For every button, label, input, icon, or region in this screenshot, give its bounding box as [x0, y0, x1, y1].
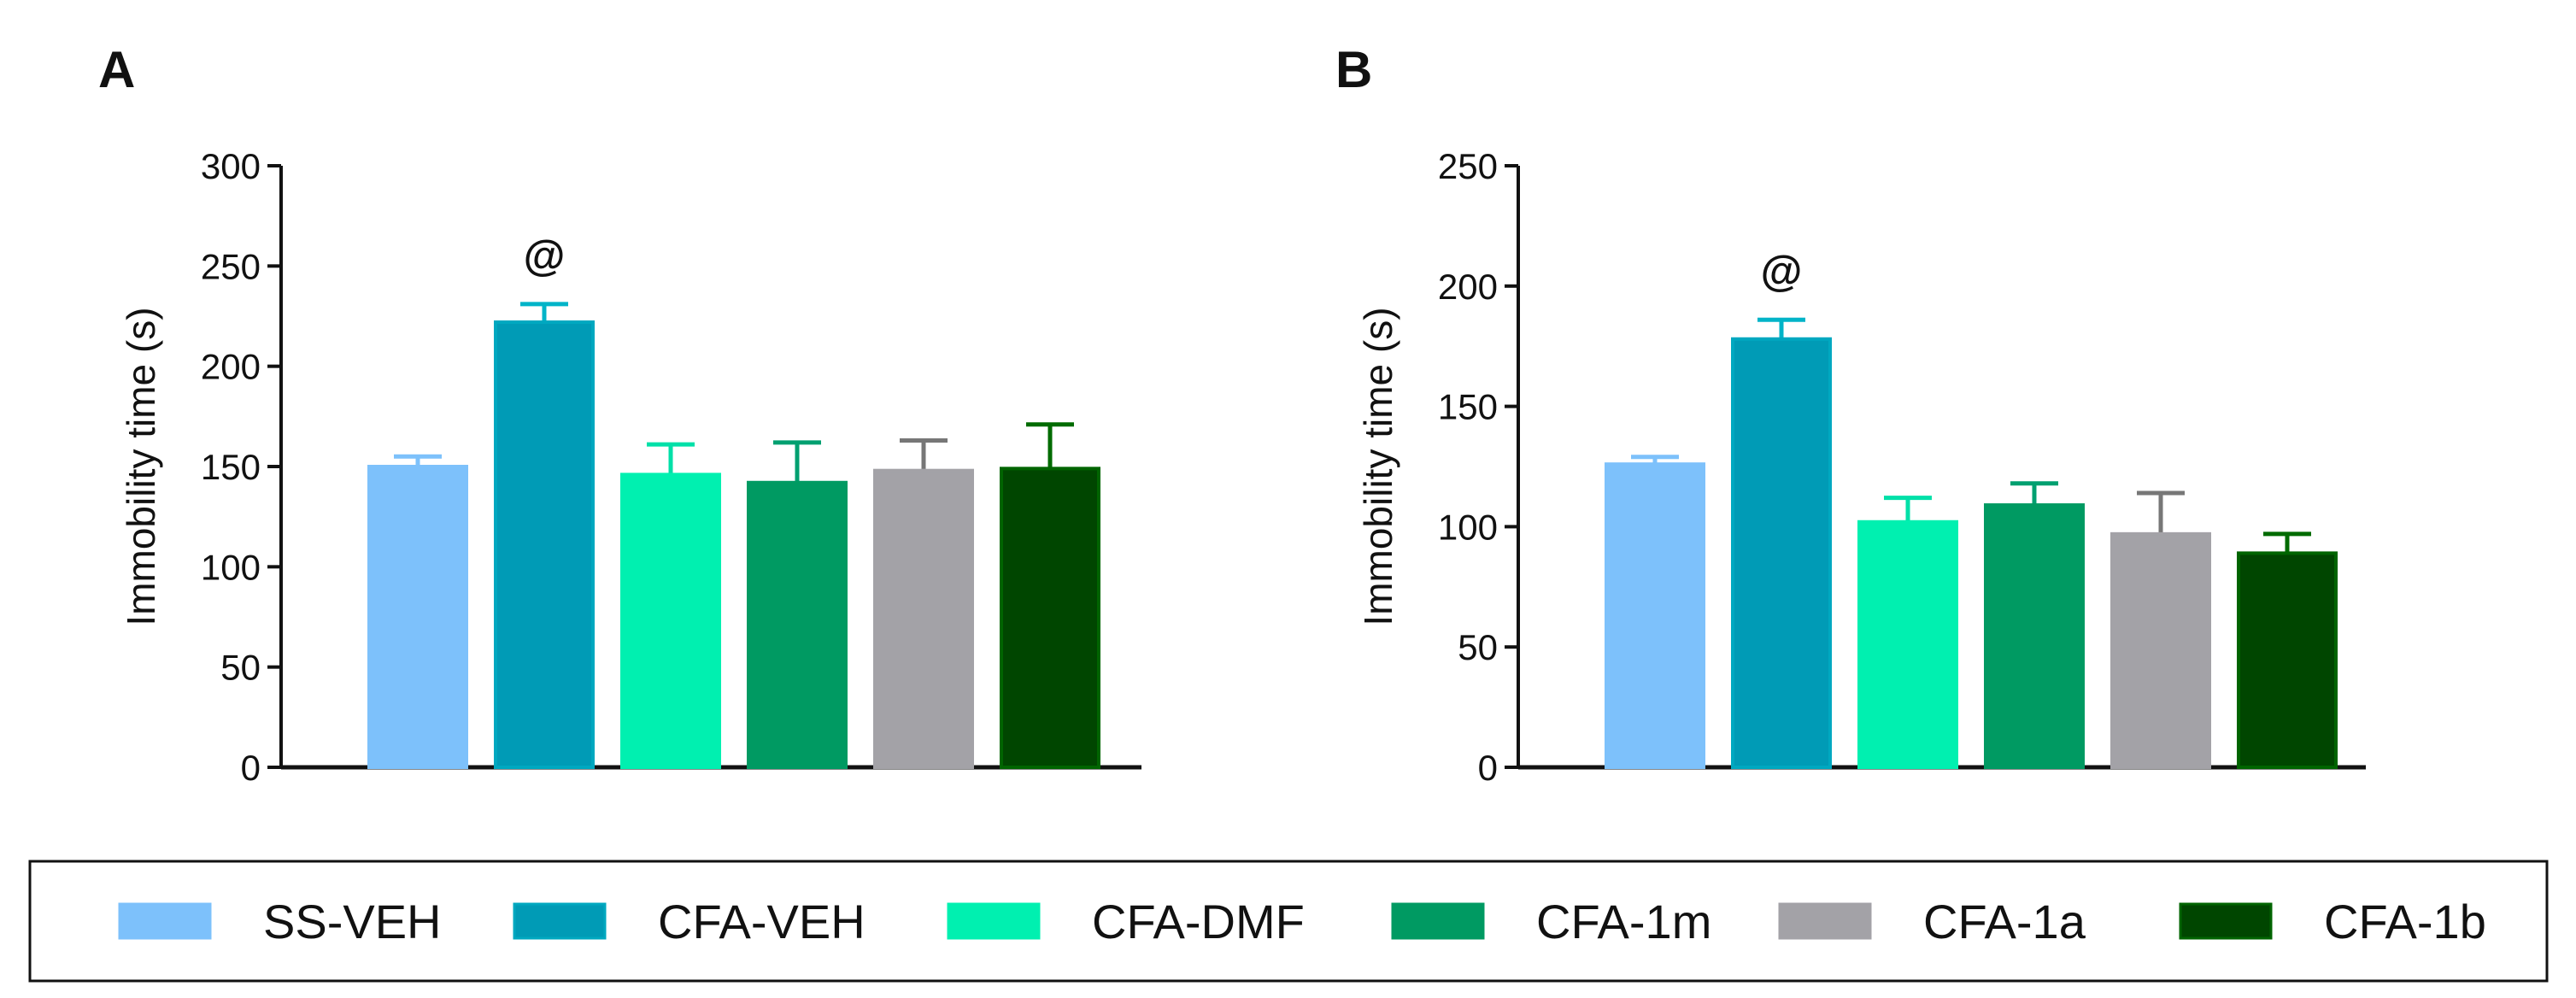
significance-marker: @: [1761, 247, 1803, 295]
bar-ss-veh: [1605, 462, 1705, 770]
legend-swatch: [947, 902, 1041, 940]
legend-swatch: [2179, 902, 2273, 940]
y-tick-label: 50: [1458, 627, 1498, 667]
y-tick-label: 50: [220, 648, 261, 688]
y-tick-label: 200: [1438, 267, 1498, 307]
legend-label: CFA-VEH: [658, 895, 866, 948]
legend-label: CFA-1a: [1923, 895, 2086, 948]
significance-marker: @: [524, 232, 566, 279]
legend-box: [28, 860, 2549, 983]
legend: SS-VEH CFA-VEH CFA-DMF CFA-1m CFA-1a CFA-1b: [28, 860, 2549, 983]
y-tick-label: 250: [201, 246, 261, 286]
bar-cfa-1m: [747, 480, 848, 769]
legend-swatch: [1391, 902, 1485, 940]
chart-panel-a: A Immobility time (s) 0 50 100 150 200 250 300 @: [98, 41, 1141, 788]
legend-swatch: [1778, 902, 1872, 940]
y-tick-label: 0: [1478, 748, 1498, 788]
y-tick-label: 100: [1438, 507, 1498, 547]
legend-label: SS-VEH: [263, 895, 442, 948]
y-tick-label: 100: [201, 547, 261, 587]
y-tick-label: 0: [241, 748, 261, 788]
legend-swatch: [513, 902, 607, 940]
bar-cfa-1a: [2110, 531, 2211, 770]
bar-cfa-veh: [1731, 337, 1832, 769]
y-tick-label: 150: [1438, 387, 1498, 427]
bar-cfa-1a: [873, 468, 974, 770]
legend-label: CFA-DMF: [1092, 895, 1305, 948]
y-tick-label: 300: [201, 146, 261, 186]
y-tick-label: 250: [1438, 146, 1498, 186]
bar-ss-veh: [367, 465, 468, 769]
bar-cfa-1m: [1984, 503, 2085, 770]
legend-label: CFA-1m: [1536, 895, 1711, 948]
panel-label: B: [1335, 41, 1372, 98]
bar-cfa-1b: [1000, 467, 1100, 769]
y-tick-label: 150: [201, 447, 261, 487]
chart-panel-b: B Immobility time (s) 0 50 100 150 200 250 @: [1335, 41, 2366, 788]
y-axis-label: Immobility time (s): [119, 307, 163, 625]
bar-cfa-veh: [494, 320, 595, 770]
legend-swatch: [118, 902, 212, 940]
panel-label: A: [98, 41, 135, 98]
bar-cfa-1b: [2237, 551, 2338, 769]
bar-cfa-dmf: [1857, 520, 1958, 769]
y-axis-label: Immobility time (s): [1356, 307, 1400, 625]
legend-label: CFA-1b: [2324, 895, 2486, 948]
y-tick-label: 200: [201, 347, 261, 387]
bar-cfa-dmf: [620, 473, 721, 769]
